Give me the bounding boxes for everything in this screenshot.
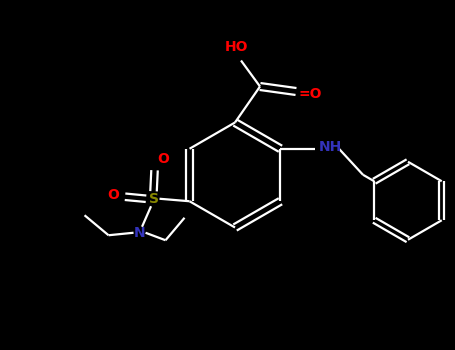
Text: HO: HO (225, 40, 249, 54)
Text: N: N (134, 226, 145, 240)
Text: O: O (107, 188, 120, 202)
Text: O: O (157, 152, 169, 166)
Text: S: S (148, 192, 158, 206)
Text: NH: NH (319, 140, 342, 154)
Text: =O: =O (298, 87, 322, 101)
